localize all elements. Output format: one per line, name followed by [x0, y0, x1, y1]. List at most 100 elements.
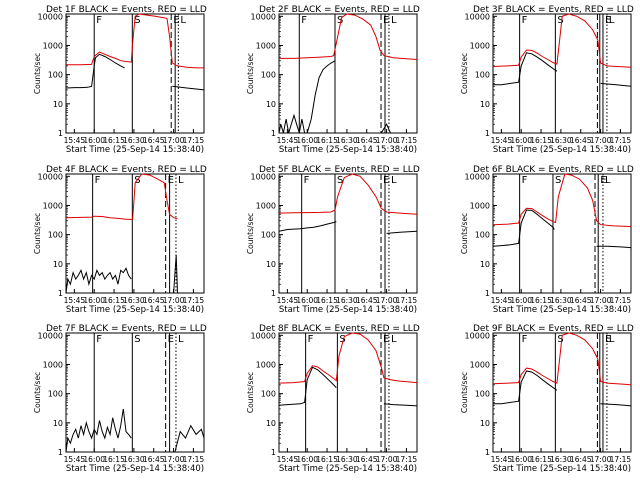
plot-frame: [492, 173, 632, 294]
y-tick-label: 100: [48, 231, 63, 240]
x-tick-label: 16:00: [510, 455, 532, 464]
time-marker-label: L: [605, 175, 611, 186]
time-marker-label: F: [522, 334, 528, 345]
x-tick-label: 17:00: [376, 136, 398, 145]
chart-panel-3: Det 3F BLACK = Events, RED = LLD 1 10 100 10…: [460, 5, 634, 155]
time-marker-label: L: [178, 334, 184, 345]
y-tick-label: 10: [266, 260, 276, 269]
x-tick-label: 15:45: [491, 296, 513, 305]
y-tick-label: 10000: [465, 172, 490, 181]
chart-panel-7: Det 7F BLACK = Events, RED = LLD 1 10 100 10…: [33, 324, 207, 474]
lld-series-line: [65, 173, 178, 221]
events-series-line: [65, 267, 132, 294]
events-series-line: [278, 60, 336, 134]
x-tick-label: 16:00: [83, 296, 105, 305]
y-tick-label: 10: [480, 419, 490, 428]
x-tick-label: 16:00: [296, 136, 318, 145]
y-tick-label: 100: [475, 71, 490, 80]
x-tick-label: 16:00: [296, 455, 318, 464]
x-tick-label: 16:45: [143, 455, 165, 464]
time-marker-label: F: [522, 175, 528, 186]
x-tick-label: 16:30: [336, 455, 358, 464]
x-tick-label: 17:00: [590, 455, 612, 464]
time-marker-label: F: [96, 15, 102, 26]
x-tick-label: 17:00: [163, 136, 185, 145]
events-series-line: [383, 403, 418, 407]
x-tick-label: 16:45: [143, 296, 165, 305]
y-axis-label: Counts/sec: [33, 53, 42, 94]
x-tick-label: 15:45: [491, 455, 513, 464]
x-tick-label: 16:00: [83, 455, 105, 464]
y-tick-label: 10: [480, 260, 490, 269]
time-marker-label: L: [391, 334, 397, 345]
time-marker-label: L: [609, 334, 615, 345]
x-tick-label: 16:30: [550, 296, 572, 305]
y-tick-label: 100: [475, 390, 490, 399]
events-series-line: [278, 366, 337, 406]
y-tick-label: 10000: [465, 12, 490, 21]
y-tick-label: 10000: [251, 331, 276, 340]
y-tick-label: 100: [261, 231, 276, 240]
plot-frame: [278, 173, 418, 294]
events-series-line: [380, 123, 391, 134]
x-tick-label: 17:15: [610, 455, 632, 464]
x-tick-label: 17:00: [590, 296, 612, 305]
x-tick-label: 16:45: [570, 136, 592, 145]
x-tick-label: 16:45: [356, 455, 378, 464]
x-axis-label: Start Time (25-Sep-14 15:38:40): [279, 305, 417, 315]
y-tick-label: 1000: [256, 41, 276, 50]
events-series-line: [493, 52, 558, 86]
events-series-line: [600, 82, 632, 87]
y-axis-label: Counts/sec: [246, 372, 255, 413]
panel-title: Det 7F BLACK = Events, RED = LLD: [46, 324, 207, 334]
time-marker-label: F: [304, 175, 310, 186]
x-tick-label: 16:45: [356, 296, 378, 305]
y-axis-label: Counts/sec: [33, 372, 42, 413]
x-tick-label: 17:15: [396, 296, 418, 305]
events-series-line: [492, 209, 555, 247]
x-axis-label: Start Time (25-Sep-14 15:38:40): [66, 145, 204, 155]
x-tick-label: 16:30: [550, 136, 572, 145]
time-marker-label: S: [337, 15, 343, 26]
x-tick-label: 17:00: [376, 455, 398, 464]
events-series-line: [596, 245, 632, 249]
lld-series-line: [492, 13, 632, 68]
y-tick-label: 10: [53, 260, 63, 269]
y-tick-label: 1000: [470, 360, 490, 369]
x-tick-label: 16:15: [103, 455, 125, 464]
lld-series-line: [278, 332, 418, 384]
y-tick-label: 10: [266, 100, 276, 109]
x-tick-label: 15:45: [64, 296, 86, 305]
x-tick-label: 15:45: [64, 136, 86, 145]
time-marker-label: E: [600, 175, 606, 186]
x-tick-label: 15:45: [277, 136, 299, 145]
y-tick-label: 1000: [43, 201, 63, 210]
y-tick-label: 1: [485, 448, 490, 457]
chart-panel-9: Det 9F BLACK = Events, RED = LLD 1 10 100 10…: [460, 324, 634, 474]
y-tick-label: 1000: [43, 360, 63, 369]
chart-panel-2: Det 2F BLACK = Events, RED = LLD 1 10 100 10…: [246, 5, 420, 155]
time-marker-label: E: [383, 15, 389, 26]
panel-title: Det 4F BLACK = Events, RED = LLD: [46, 165, 207, 175]
time-marker-label: L: [391, 175, 397, 186]
x-axis-label: Start Time (25-Sep-14 15:38:40): [66, 464, 204, 474]
x-tick-label: 16:15: [530, 455, 552, 464]
x-axis-label: Start Time (25-Sep-14 15:38:40): [279, 464, 417, 474]
lld-series-line: [66, 13, 204, 69]
x-tick-label: 16:30: [123, 296, 145, 305]
time-marker-label: E: [168, 334, 174, 345]
events-series-line: [493, 370, 558, 405]
x-tick-label: 16:15: [530, 136, 552, 145]
x-tick-label: 16:30: [336, 296, 358, 305]
time-marker-label: E: [383, 334, 389, 345]
x-tick-label: 16:00: [510, 136, 532, 145]
y-axis-label: Counts/sec: [460, 53, 469, 94]
y-tick-label: 10000: [38, 331, 63, 340]
y-tick-label: 10000: [251, 12, 276, 21]
x-tick-label: 17:00: [376, 296, 398, 305]
chart-panel-4: Det 4F BLACK = Events, RED = LLD 1 10 100 10…: [33, 165, 207, 315]
y-tick-label: 1: [271, 129, 276, 138]
x-tick-label: 16:45: [143, 136, 165, 145]
time-marker-label: E: [383, 175, 389, 186]
panel-title: Det 5F BLACK = Events, RED = LLD: [259, 165, 420, 175]
